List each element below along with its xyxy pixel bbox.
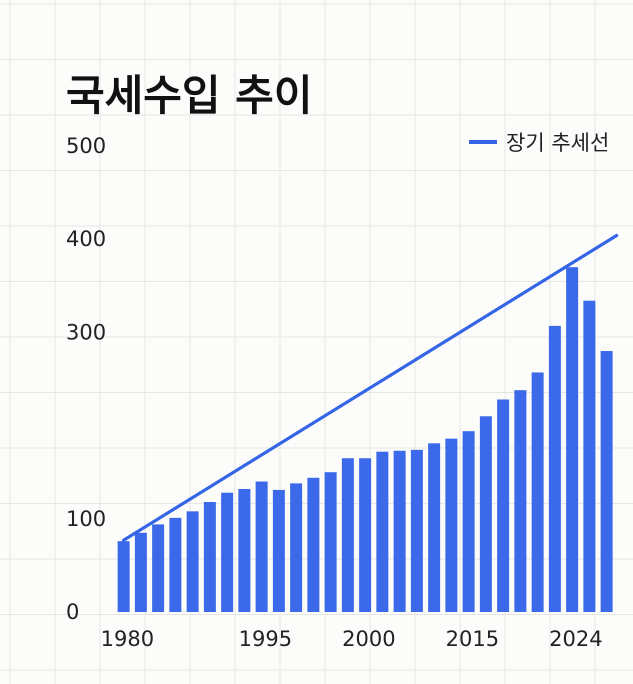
revenue-bar	[134, 532, 147, 612]
chart-title: 국세수입 추이	[66, 71, 312, 120]
revenue-bar	[169, 517, 182, 612]
revenue-bar	[221, 492, 234, 612]
revenue-bar	[255, 481, 268, 612]
y-tick-label: 100	[66, 507, 106, 531]
revenue-bar	[290, 483, 303, 612]
revenue-bar	[307, 477, 320, 612]
revenue-bar	[393, 450, 406, 612]
revenue-bar	[152, 524, 165, 612]
revenue-bar	[117, 541, 130, 612]
x-tick-label: 2015	[446, 627, 499, 651]
y-tick-label: 0	[66, 600, 79, 624]
revenue-bar	[548, 325, 561, 612]
axis-layer: 500 400 300 100 0 1980 1995 2000 2015 2024	[66, 134, 603, 651]
revenue-bar	[514, 390, 527, 612]
revenue-bar	[600, 351, 613, 612]
x-tick-label: 2000	[342, 627, 395, 651]
long-term-trend-line	[122, 233, 619, 542]
revenue-bar	[324, 472, 337, 612]
revenue-bar	[583, 300, 596, 612]
trend-layer	[122, 233, 619, 542]
revenue-bar	[410, 449, 423, 612]
revenue-bar	[462, 431, 475, 612]
revenue-bar	[428, 443, 441, 612]
y-tick-label: 300	[66, 320, 106, 344]
revenue-bar	[376, 451, 389, 612]
legend-trend-label: 장기 추세선	[506, 131, 609, 155]
revenue-bar	[497, 399, 510, 612]
revenue-bar	[341, 458, 354, 612]
revenue-bar	[238, 488, 251, 612]
y-tick-label: 400	[66, 227, 106, 251]
revenue-bar	[186, 511, 199, 612]
revenue-bar	[445, 438, 458, 612]
x-tick-label: 1995	[239, 627, 292, 651]
x-tick-label: 2024	[549, 627, 602, 651]
revenue-bar	[566, 267, 579, 612]
revenue-bar	[359, 458, 372, 612]
bars-layer	[117, 267, 613, 612]
x-tick-label: 1980	[101, 627, 154, 651]
revenue-bar	[203, 502, 216, 612]
revenue-bar	[531, 372, 544, 612]
y-tick-label: 500	[66, 134, 106, 158]
revenue-bar	[272, 489, 285, 612]
revenue-bar	[479, 416, 492, 612]
